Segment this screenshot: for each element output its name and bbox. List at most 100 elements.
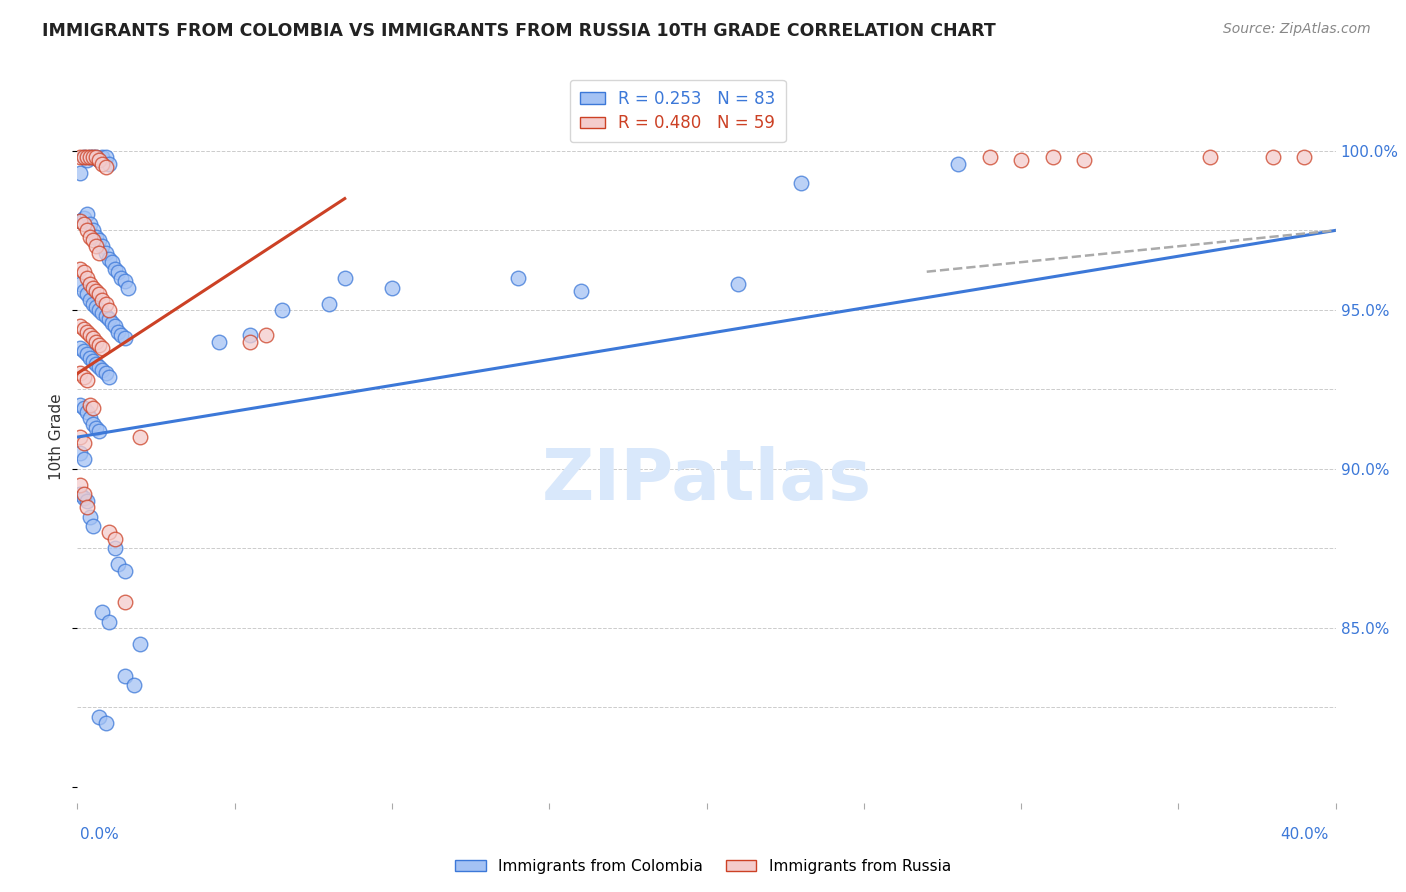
Point — [104, 318, 127, 333]
Point — [84, 239, 107, 253]
Point — [72, 322, 94, 336]
Point — [114, 595, 136, 609]
Point — [76, 287, 98, 301]
Point — [94, 160, 117, 174]
Point — [101, 255, 124, 269]
Point — [79, 328, 101, 343]
Point — [790, 176, 813, 190]
Text: Source: ZipAtlas.com: Source: ZipAtlas.com — [1223, 22, 1371, 37]
Point — [84, 284, 107, 298]
Point — [72, 265, 94, 279]
Point — [129, 637, 152, 651]
Point — [91, 239, 114, 253]
Point — [69, 430, 91, 444]
Point — [69, 318, 91, 333]
Point — [82, 331, 104, 345]
Point — [76, 150, 98, 164]
Point — [84, 357, 107, 371]
Point — [104, 532, 127, 546]
Point — [94, 150, 117, 164]
Point — [82, 353, 104, 368]
Point — [91, 363, 114, 377]
Point — [69, 261, 91, 276]
Point — [79, 150, 101, 164]
Point — [72, 217, 94, 231]
Point — [948, 156, 970, 170]
Point — [89, 360, 111, 375]
Point — [69, 277, 91, 292]
Point — [97, 312, 120, 326]
Point — [89, 153, 111, 168]
Point — [76, 207, 98, 221]
Point — [79, 398, 101, 412]
Point — [91, 150, 114, 164]
Point — [114, 274, 136, 288]
Point — [101, 316, 124, 330]
Legend: Immigrants from Colombia, Immigrants from Russia: Immigrants from Colombia, Immigrants fro… — [449, 853, 957, 880]
Point — [82, 296, 104, 310]
Point — [91, 306, 114, 320]
Point — [270, 302, 292, 317]
Point — [506, 271, 529, 285]
Point — [239, 334, 262, 349]
Point — [89, 424, 111, 438]
Legend: R = 0.253   N = 83, R = 0.480   N = 59: R = 0.253 N = 83, R = 0.480 N = 59 — [571, 79, 786, 143]
Point — [89, 233, 111, 247]
Text: IMMIGRANTS FROM COLOMBIA VS IMMIGRANTS FROM RUSSIA 10TH GRADE CORRELATION CHART: IMMIGRANTS FROM COLOMBIA VS IMMIGRANTS F… — [42, 22, 995, 40]
Point — [76, 373, 98, 387]
Point — [1199, 150, 1222, 164]
Point — [69, 341, 91, 355]
Text: 0.0%: 0.0% — [80, 827, 120, 841]
Point — [110, 271, 132, 285]
Point — [69, 487, 91, 501]
Point — [107, 265, 129, 279]
Point — [72, 452, 94, 467]
Point — [89, 287, 111, 301]
Point — [239, 328, 262, 343]
Point — [979, 150, 1001, 164]
Point — [72, 491, 94, 505]
Point — [69, 166, 91, 180]
Text: 40.0%: 40.0% — [1281, 827, 1329, 841]
Point — [114, 668, 136, 682]
Point — [727, 277, 749, 292]
Point — [208, 334, 231, 349]
Point — [97, 525, 120, 540]
Point — [89, 710, 111, 724]
Point — [76, 493, 98, 508]
Point — [82, 150, 104, 164]
Point — [84, 150, 107, 164]
Point — [1294, 150, 1316, 164]
Point — [79, 277, 101, 292]
Point — [72, 344, 94, 359]
Point — [76, 271, 98, 285]
Point — [79, 351, 101, 365]
Point — [91, 341, 114, 355]
Point — [69, 446, 91, 460]
Y-axis label: 10th Grade: 10th Grade — [49, 393, 65, 481]
Point — [318, 296, 340, 310]
Point — [97, 156, 120, 170]
Point — [76, 404, 98, 418]
Point — [84, 229, 107, 244]
Point — [72, 150, 94, 164]
Point — [94, 310, 117, 324]
Point — [129, 430, 152, 444]
Point — [79, 229, 101, 244]
Point — [72, 284, 94, 298]
Point — [72, 436, 94, 450]
Point — [76, 223, 98, 237]
Point — [89, 153, 111, 168]
Point — [97, 302, 120, 317]
Point — [254, 328, 277, 343]
Point — [82, 150, 104, 164]
Point — [1010, 153, 1032, 168]
Point — [97, 369, 120, 384]
Point — [91, 605, 114, 619]
Point — [84, 334, 107, 349]
Point — [82, 223, 104, 237]
Point — [89, 245, 111, 260]
Point — [76, 153, 98, 168]
Point — [76, 325, 98, 339]
Point — [122, 678, 145, 692]
